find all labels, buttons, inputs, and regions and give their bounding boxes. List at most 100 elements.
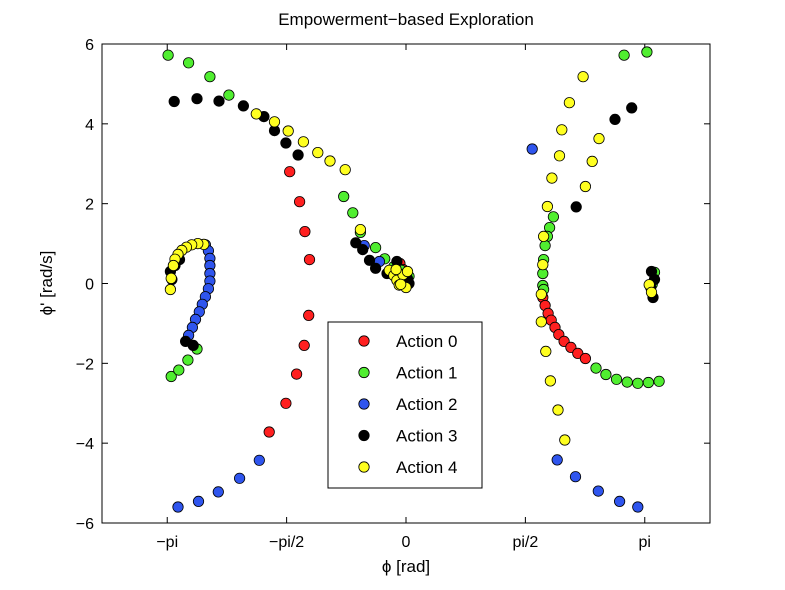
point-action-4	[537, 259, 549, 271]
point-action-4	[546, 172, 558, 184]
y-tick-label: 4	[85, 117, 94, 134]
point-action-4	[165, 272, 177, 284]
point-action-0	[284, 166, 296, 178]
point-action-1	[173, 364, 185, 376]
point-action-1	[162, 49, 174, 61]
point-action-3	[280, 137, 292, 149]
point-action-4	[395, 278, 407, 290]
point-action-1	[547, 211, 560, 223]
point-action-3	[191, 93, 203, 105]
point-action-4	[559, 434, 571, 446]
x-axis-label: ϕ [rad]	[382, 557, 430, 576]
point-action-4	[577, 71, 589, 83]
point-action-2	[592, 485, 604, 497]
point-action-2	[172, 501, 184, 513]
point-action-3	[609, 113, 621, 126]
point-action-1	[642, 376, 655, 389]
point-action-3	[213, 95, 225, 107]
point-action-4	[552, 404, 564, 416]
axis-ticks: −pi −pi/2 0 pi/2 pi −6 −4 −2 0 2 4 6	[76, 37, 710, 551]
point-action-4	[537, 230, 550, 242]
point-action-1	[621, 376, 633, 388]
point-action-2	[632, 501, 644, 513]
point-action-3	[357, 244, 369, 256]
point-action-4	[593, 133, 605, 145]
point-action-1	[641, 46, 653, 58]
point-action-2	[253, 454, 265, 466]
point-action-4	[354, 224, 366, 236]
x-tick-label: −pi	[156, 534, 178, 551]
point-action-4	[401, 265, 414, 278]
point-action-1	[223, 89, 235, 101]
point-action-1	[590, 362, 602, 374]
data-points	[162, 46, 665, 513]
point-action-1	[600, 368, 612, 381]
point-action-4	[541, 200, 554, 213]
legend-box	[327, 321, 483, 489]
point-action-0	[263, 426, 275, 438]
point-action-1	[338, 190, 350, 203]
point-action-4	[268, 116, 281, 128]
point-action-1	[183, 57, 195, 69]
legend-marker-0	[358, 335, 370, 347]
y-tick-label: 2	[85, 197, 94, 214]
y-tick-label: −6	[76, 516, 94, 533]
point-action-4	[312, 147, 324, 159]
legend-label-4: Action 4	[396, 458, 457, 477]
y-tick-label: −2	[76, 356, 94, 373]
point-action-1	[618, 49, 630, 61]
point-action-4	[167, 259, 179, 272]
point-action-3	[369, 262, 382, 274]
point-action-4	[535, 316, 547, 328]
point-action-4	[586, 155, 598, 167]
point-action-1	[610, 373, 623, 385]
point-action-0	[299, 226, 311, 238]
point-action-0	[579, 352, 592, 365]
point-action-3	[626, 102, 638, 114]
point-action-1	[347, 207, 359, 219]
point-action-2	[212, 486, 224, 498]
point-action-4	[390, 263, 402, 276]
chart-title: Empowerment−based Exploration	[278, 10, 534, 29]
point-action-0	[298, 339, 310, 351]
point-action-3	[350, 237, 362, 249]
point-action-3	[570, 201, 582, 213]
point-action-0	[293, 196, 306, 208]
point-action-4	[579, 180, 592, 193]
legend-label-1: Action 1	[396, 364, 457, 383]
legend-marker-1	[358, 366, 370, 379]
point-action-2	[234, 472, 246, 484]
y-tick-label: 0	[85, 277, 94, 294]
legend-marker-3	[358, 429, 370, 442]
point-action-1	[369, 242, 382, 254]
point-action-4	[324, 155, 336, 167]
point-action-0	[303, 309, 315, 321]
y-tick-label: −4	[76, 436, 94, 453]
point-action-4	[535, 288, 547, 300]
point-action-4	[563, 97, 576, 109]
x-tick-label: −pi/2	[269, 534, 304, 551]
point-action-2	[526, 143, 538, 155]
point-action-2	[192, 495, 205, 507]
point-action-1	[653, 375, 665, 387]
y-axis-label: ϕ' [rad/s]	[37, 251, 56, 316]
legend-marker-2	[358, 398, 370, 410]
legend-label-3: Action 3	[396, 427, 457, 446]
point-action-0	[303, 254, 316, 266]
point-action-3	[363, 254, 376, 266]
point-action-4	[540, 345, 552, 357]
point-action-0	[280, 397, 292, 409]
point-action-2	[569, 471, 582, 483]
point-action-1	[539, 240, 551, 252]
point-action-1	[632, 377, 644, 389]
y-tick-label: 6	[85, 37, 94, 54]
point-action-1	[165, 370, 177, 383]
legend-label-0: Action 0	[396, 332, 457, 351]
point-action-3	[168, 95, 180, 108]
legend: Action 0 Action 1 Action 2 Action 3 Action 4	[327, 321, 483, 489]
point-action-2	[551, 454, 563, 466]
point-action-4	[553, 150, 566, 162]
legend-marker-4	[358, 461, 370, 473]
point-action-1	[204, 71, 216, 83]
